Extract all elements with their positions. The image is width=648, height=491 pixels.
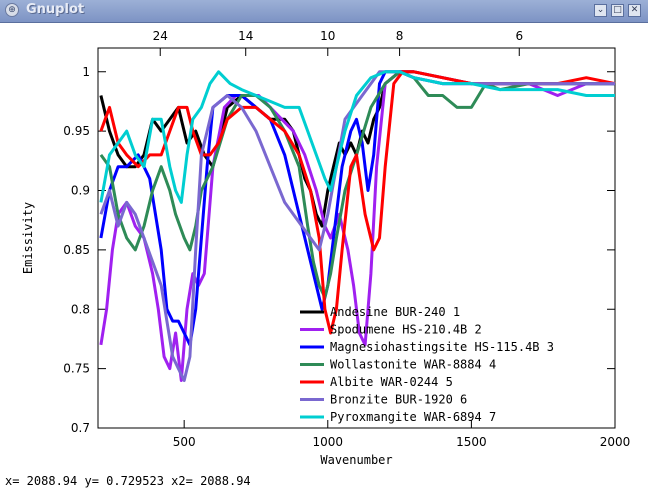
series-line-4 — [99, 70, 615, 299]
y-tick-label: 0.9 — [71, 184, 90, 198]
y-tick-label: 0.95 — [63, 124, 90, 138]
series-line-7 — [99, 70, 615, 204]
close-button[interactable]: ✕ — [628, 4, 641, 17]
maximize-button[interactable]: □ — [611, 4, 624, 17]
x-tick-label: 2000 — [600, 435, 631, 449]
minimize-button[interactable]: ⌄ — [594, 4, 607, 17]
x2-tick-label: 8 — [396, 29, 404, 43]
x2-tick-label: 24 — [153, 29, 168, 43]
close-icon: ✕ — [630, 5, 639, 15]
y-tick-label: 0.7 — [71, 421, 90, 435]
legend-entry: Wollastonite WAR-8884 4 — [330, 358, 496, 372]
title-bar[interactable]: ⊕ Gnuplot ⌄ □ ✕ — [0, 0, 648, 23]
x2-tick-label: 10 — [320, 29, 335, 43]
cursor-coordinates: x= 2088.94 y= 0.729523 x2= 2088.94 — [5, 474, 251, 488]
legend-entry: Spodumene HS-210.4B 2 — [330, 323, 482, 337]
status-bar: x= 2088.94 y= 0.729523 x2= 2088.94 — [0, 474, 648, 491]
x-axis-label: Wavenumber — [320, 453, 392, 467]
legend-entry: Pyroxmangite WAR-6894 7 — [330, 410, 496, 424]
maximize-icon: □ — [613, 5, 622, 15]
y-tick-label: 0.8 — [71, 302, 90, 316]
x2-tick-label: 6 — [515, 29, 523, 43]
series-lines — [99, 70, 616, 382]
y-tick-label: 0.85 — [63, 243, 90, 257]
legend: Andesine BUR-240 1 Spodumene HS-210.4B 2 M… — [300, 305, 554, 424]
y-tick-label: 0.75 — [63, 362, 90, 376]
legend-entry: Magnesiohastingsite HS-115.4B 3 — [330, 340, 554, 354]
x2-tick-label: 14 — [238, 29, 253, 43]
window-title: Gnuplot — [26, 2, 85, 17]
y-tick-label: 1 — [82, 65, 90, 79]
plot-border — [97, 47, 616, 429]
legend-entry: Bronzite BUR-1920 6 — [330, 393, 467, 407]
legend-entry: Andesine BUR-240 1 — [330, 305, 460, 319]
x-tick-label: 1000 — [313, 435, 344, 449]
x-tick-label: 1500 — [456, 435, 487, 449]
gnuplot-app-icon[interactable]: ⊕ — [5, 3, 19, 17]
chevron-down-icon: ⌄ — [596, 5, 605, 15]
series-line-5 — [99, 70, 616, 335]
x-tick-label: 500 — [173, 435, 196, 449]
y-axis-label: Emissivity — [21, 202, 35, 274]
plot-frame — [97, 47, 616, 429]
legend-entry: Albite WAR-0244 5 — [330, 375, 453, 389]
